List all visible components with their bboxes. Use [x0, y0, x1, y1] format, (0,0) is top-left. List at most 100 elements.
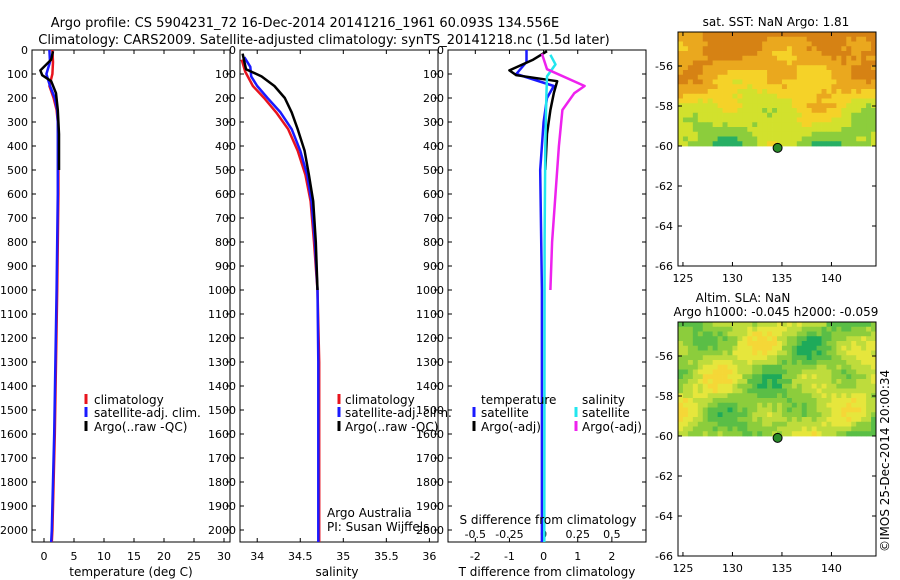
y-tick-label: 200	[215, 92, 236, 105]
heatmap-cell	[692, 426, 699, 432]
heatmap-cell	[687, 36, 694, 42]
legend-label-climatology: climatology	[345, 393, 415, 407]
heatmap-cell	[796, 402, 803, 408]
heatmap-cell	[707, 331, 714, 337]
heatmap-cell	[811, 36, 817, 42]
heatmap-cell	[841, 322, 847, 328]
heatmap-cell	[727, 127, 733, 133]
heatmap-cell	[727, 117, 733, 123]
heatmap-cell	[781, 84, 788, 90]
heatmap-cell	[831, 79, 837, 85]
heatmap-cell	[831, 84, 837, 90]
heatmap-cell	[742, 398, 748, 404]
heatmap-cell	[871, 79, 877, 85]
heatmap-cell	[786, 32, 793, 38]
heatmap-cell	[826, 355, 832, 361]
heatmap-cell	[722, 127, 728, 133]
heatmap-cell	[678, 331, 684, 337]
y-tick-label: 900	[423, 260, 444, 273]
heatmap-cell	[781, 70, 788, 76]
heatmap-cell	[777, 93, 783, 99]
heatmap-cell	[678, 374, 684, 380]
heatmap-cell	[781, 51, 788, 57]
heatmap-cell	[697, 84, 704, 90]
heatmap-cell	[762, 103, 768, 109]
heatmap-cell	[757, 55, 763, 61]
heatmap-cell	[831, 417, 837, 423]
heatmap-cell	[796, 55, 803, 61]
heatmap-cell	[861, 131, 867, 137]
heatmap-cell	[717, 331, 723, 337]
heatmap-cell	[678, 426, 684, 432]
heatmap-cell	[777, 32, 783, 38]
heatmap-cell	[801, 369, 808, 375]
heatmap-cell	[687, 322, 694, 328]
heatmap-cell	[717, 89, 723, 95]
heatmap-cell	[717, 407, 723, 413]
heatmap-cell	[851, 383, 857, 389]
heatmap-cell	[816, 41, 822, 47]
heatmap-cell	[841, 402, 847, 408]
y-tick-label: 400	[215, 140, 236, 153]
heatmap-cell	[732, 141, 738, 147]
heatmap-cell	[816, 131, 822, 137]
heatmap-cell	[826, 41, 832, 47]
heatmap-cell	[791, 70, 798, 76]
x-tick-label: 2	[608, 550, 615, 563]
heatmap-cell	[806, 93, 813, 99]
heatmap-cell	[682, 36, 689, 42]
heatmap-cell	[846, 431, 852, 437]
heatmap-cell	[871, 369, 877, 375]
sst-map-title: sat. SST: NaN Argo: 1.81	[703, 15, 850, 29]
heatmap-cell	[791, 369, 798, 375]
heatmap-cell	[781, 350, 788, 356]
heatmap-cell	[866, 421, 872, 427]
heatmap-cell	[762, 431, 768, 437]
heatmap-cell	[697, 417, 704, 423]
heatmap-cell	[826, 345, 832, 351]
heatmap-cell	[707, 350, 714, 356]
heatmap-cell	[722, 41, 728, 47]
heatmap-cell	[816, 89, 822, 95]
heatmap-cell	[757, 350, 763, 356]
heatmap-cell	[851, 407, 857, 413]
heatmap-cell	[682, 74, 689, 80]
heatmap-cell	[846, 393, 852, 399]
heatmap-cell	[707, 398, 714, 404]
heatmap-cell	[732, 136, 738, 142]
heatmap-cell	[752, 322, 758, 328]
heatmap-cell	[781, 108, 788, 114]
heatmap-cell	[697, 374, 704, 380]
heatmap-cell	[811, 336, 817, 342]
heatmap-cell	[831, 426, 837, 432]
heatmap-cell	[707, 322, 714, 328]
heatmap-cell	[851, 350, 857, 356]
heatmap-cell	[846, 122, 852, 128]
heatmap-cell	[737, 136, 743, 142]
heatmap-cell	[752, 383, 758, 389]
heatmap-cell	[767, 141, 773, 147]
heatmap-cell	[856, 65, 862, 71]
heatmap-cell	[861, 103, 867, 109]
heatmap-cell	[806, 355, 813, 361]
heatmap-cell	[767, 79, 773, 85]
heatmap-cell	[752, 60, 758, 66]
y-tick-label: 1000	[208, 284, 236, 297]
heatmap-cell	[717, 421, 723, 427]
heatmap-cell	[816, 122, 822, 128]
heatmap-cell	[687, 136, 694, 142]
heatmap-cell	[796, 103, 803, 109]
heatmap-cell	[752, 65, 758, 71]
heatmap-cell	[772, 369, 778, 375]
heatmap-cell	[692, 108, 699, 114]
heatmap-cell	[707, 426, 714, 432]
heatmap-cell	[811, 374, 817, 380]
heatmap-cell	[777, 108, 783, 114]
heatmap-cell	[826, 421, 832, 427]
heatmap-cell	[747, 51, 753, 57]
heatmap-cell	[871, 122, 877, 128]
heatmap-cell	[806, 84, 813, 90]
heatmap-cell	[712, 374, 718, 380]
heatmap-cell	[846, 379, 852, 385]
heatmap-cell	[861, 388, 867, 394]
